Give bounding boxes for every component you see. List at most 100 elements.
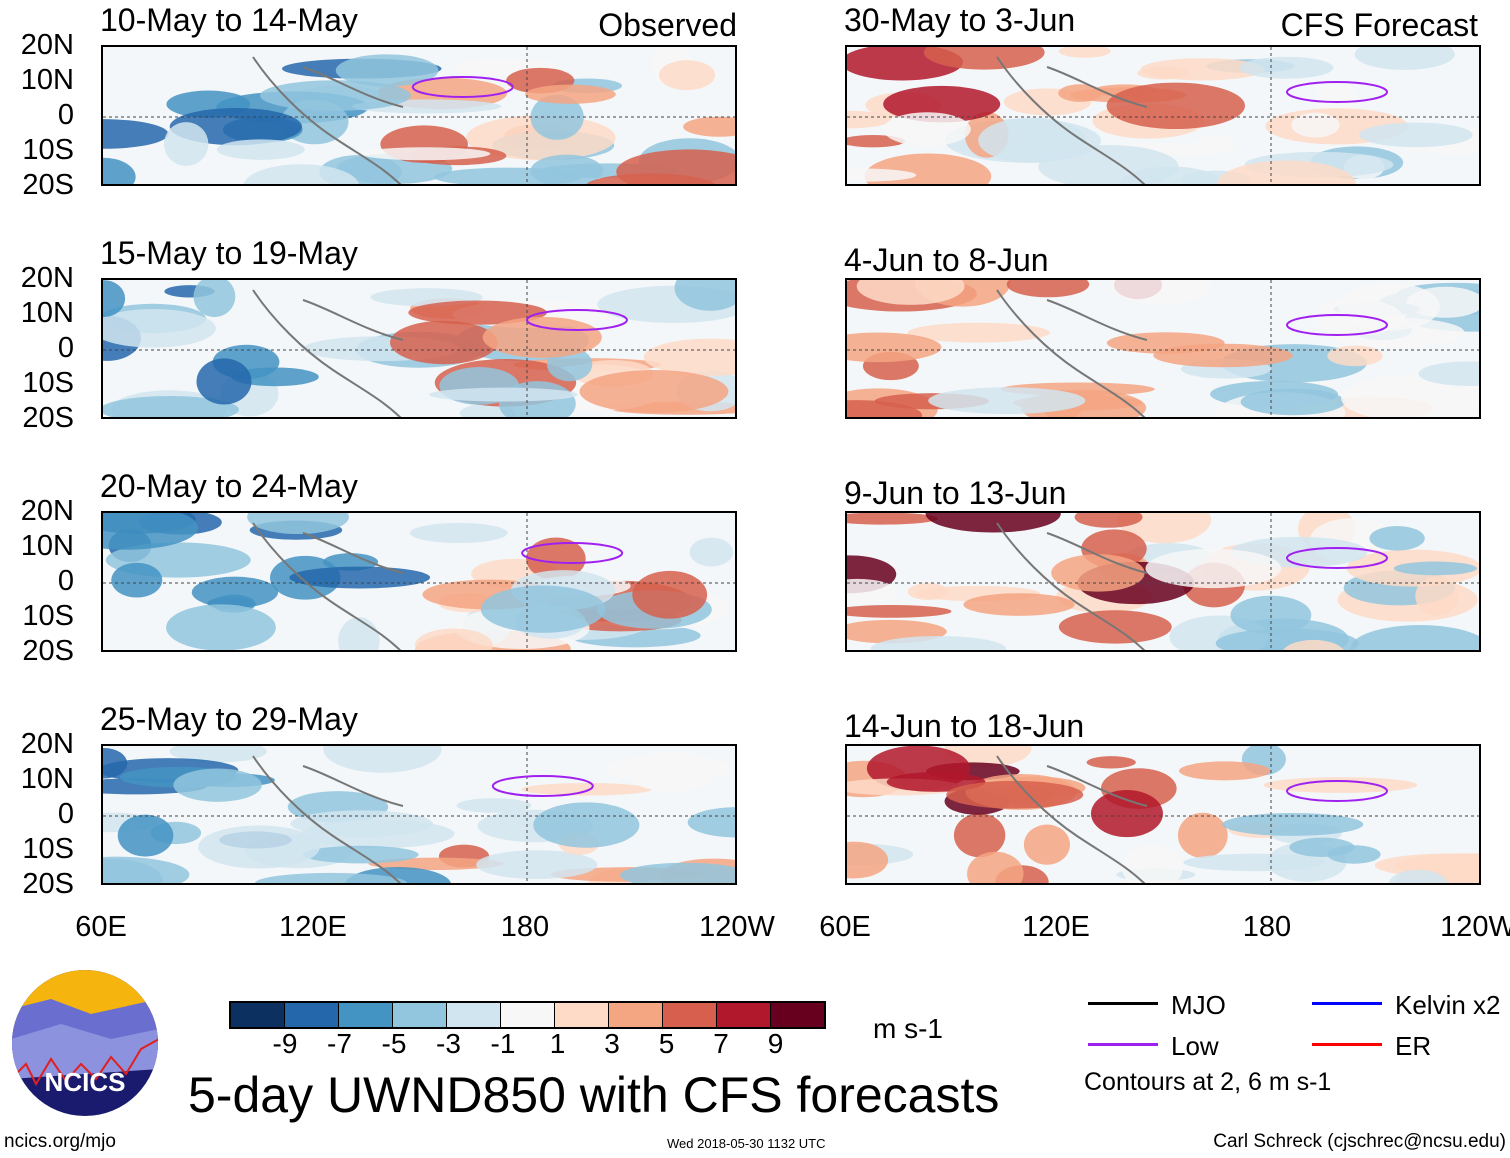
- panel-title: 15-May to 19-May: [100, 235, 358, 271]
- anomaly-blob: [338, 617, 380, 650]
- low-contour: [1286, 547, 1388, 569]
- anomaly-blob: [1117, 513, 1212, 544]
- anomaly-blob: [1183, 853, 1326, 872]
- legend-label: Low: [1171, 1031, 1219, 1061]
- lon-label: 60E: [75, 911, 127, 943]
- colorbar: [229, 1001, 826, 1029]
- lat-label: 0: [57, 99, 74, 131]
- anomaly-blob: [1222, 812, 1364, 836]
- coastline: [252, 56, 404, 184]
- anomaly-blob: [414, 628, 493, 650]
- anomaly-blob: [847, 841, 889, 879]
- anomaly-blob: [103, 309, 216, 348]
- lon-label: 180: [1242, 911, 1292, 943]
- anomaly-blob: [335, 54, 439, 87]
- panel-title: 25-May to 29-May: [100, 701, 358, 737]
- lat-label: 10S: [22, 134, 74, 166]
- anomaly-blob: [117, 814, 174, 857]
- anomaly-blob: [1327, 845, 1381, 864]
- colorbar-label: 3: [604, 1028, 620, 1059]
- lon-label: 180: [500, 911, 550, 943]
- anomaly-blob: [247, 513, 349, 535]
- anomaly-blob: [193, 280, 236, 318]
- anomaly-blob: [1006, 280, 1090, 298]
- anomaly-blob: [579, 370, 729, 413]
- lat-label: 0: [57, 565, 74, 597]
- coastline: [996, 56, 1148, 184]
- colorbar-label: -7: [327, 1028, 352, 1059]
- lat-label: 20N: [20, 29, 74, 61]
- legend-label: Kelvin x2: [1395, 990, 1501, 1020]
- legend-line-er: [1312, 1043, 1382, 1046]
- anomaly-blob: [166, 604, 276, 650]
- colorbar-units: m s-1: [873, 1013, 943, 1044]
- anomaly-blob: [687, 807, 735, 838]
- lat-label: 10N: [20, 64, 74, 96]
- low-contour: [411, 76, 514, 98]
- anomaly-blob: [953, 813, 1006, 858]
- anomaly-blob: [1341, 374, 1479, 417]
- anomaly-blob: [1111, 280, 1213, 305]
- legend-label: MJO: [1171, 990, 1226, 1020]
- wind-anomaly-field: [847, 746, 1479, 883]
- anomaly-blob: [1354, 47, 1455, 70]
- low-contour: [1286, 81, 1388, 103]
- anomaly-blob: [476, 850, 598, 879]
- anomaly-blob: [163, 122, 209, 166]
- colorbar-swatch: [285, 1003, 339, 1027]
- colorbar-swatch: [555, 1003, 609, 1027]
- lon-label: 120W: [1440, 911, 1510, 943]
- colorbar-swatch: [663, 1003, 717, 1027]
- panel-title: 20-May to 24-May: [100, 468, 358, 504]
- legend-line-mjo: [1088, 1002, 1158, 1005]
- lat-label: 20S: [22, 635, 74, 667]
- colorbar-swatch: [771, 1003, 824, 1027]
- anomaly-blob: [683, 116, 735, 137]
- anomaly-blob: [632, 570, 708, 619]
- anomaly-blob: [1145, 548, 1282, 589]
- anomaly-blob: [191, 576, 279, 608]
- wind-anomaly-field: [103, 280, 735, 417]
- wind-anomaly-field: [847, 513, 1479, 650]
- anomaly-blob: [103, 858, 164, 883]
- lat-label: 10N: [20, 297, 74, 329]
- anomaly-blob: [198, 825, 320, 869]
- wind-anomaly-field: [103, 47, 735, 184]
- low-contour: [525, 309, 628, 331]
- anomaly-blob: [1058, 47, 1111, 58]
- colorbar-swatch: [231, 1003, 285, 1027]
- anomaly-blob: [196, 358, 252, 405]
- colorbar-label: 1: [549, 1028, 566, 1059]
- anomaly-blob: [870, 635, 1007, 650]
- anomaly-blob: [243, 164, 359, 184]
- anomaly-blob: [847, 400, 923, 417]
- anomaly-blob: [1090, 790, 1163, 838]
- colorbar-label: -3: [436, 1028, 461, 1059]
- footer-author: Carl Schreck (cjschrec@ncsu.edu): [1213, 1131, 1506, 1152]
- wind-anomaly-field: [103, 513, 735, 650]
- anomaly-blob: [173, 768, 262, 802]
- anomaly-blob: [1023, 824, 1071, 865]
- anomaly-blob: [1283, 639, 1344, 650]
- anomaly-blob: [1314, 81, 1357, 114]
- anomaly-blob: [1137, 66, 1190, 80]
- anomaly-blob: [928, 387, 1086, 415]
- lat-label: 10N: [20, 763, 74, 795]
- anomaly-blob: [408, 300, 547, 325]
- anomaly-blob: [658, 60, 716, 91]
- anomaly-blob: [360, 147, 491, 161]
- anomaly-blob: [521, 783, 652, 796]
- footer-url[interactable]: ncics.org/mjo: [4, 1131, 116, 1152]
- anomaly-blob: [169, 746, 267, 763]
- wind-anomaly-field: [103, 746, 735, 883]
- lat-label: 20N: [20, 262, 74, 294]
- anomaly-blob: [480, 585, 606, 633]
- colorbar-label: -5: [381, 1028, 407, 1059]
- wind-anomaly-field: [847, 280, 1479, 417]
- anomaly-blob: [1051, 554, 1145, 592]
- coastline: [252, 522, 404, 650]
- anomaly-blob: [1263, 777, 1418, 793]
- anomaly-blob: [1177, 812, 1228, 859]
- wind-anomaly-field: [847, 47, 1479, 184]
